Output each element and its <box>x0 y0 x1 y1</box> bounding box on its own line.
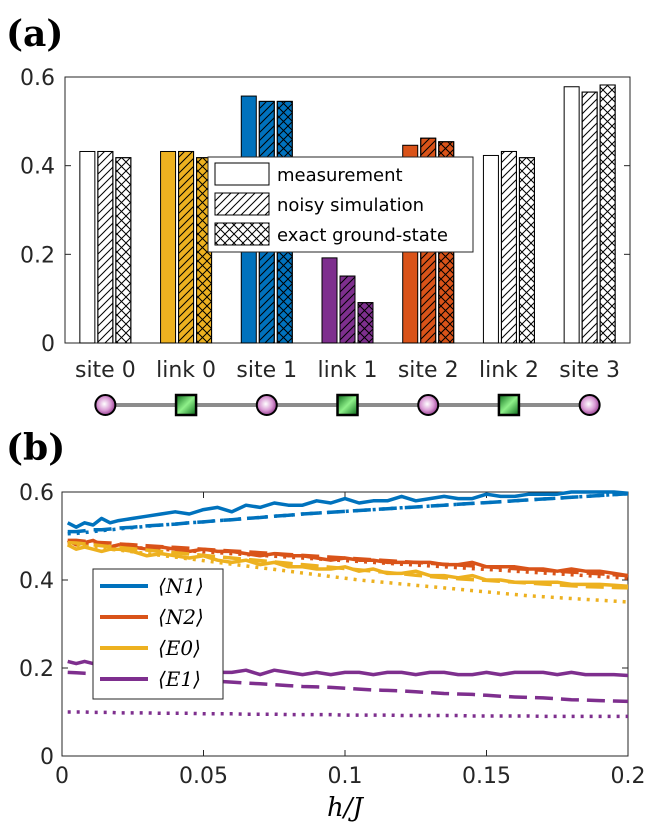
legend-label-2: ⟨E0⟩ <box>158 636 201 660</box>
legend-label-exact: exact ground-state <box>277 225 448 246</box>
lattice-link-marker <box>336 393 359 417</box>
series-1-noisy-line <box>67 538 629 578</box>
bar-none-0 <box>79 150 96 344</box>
legend-swatch-exact <box>214 222 270 246</box>
panel-b-legend: ⟨N1⟩ ⟨N2⟩ ⟨E0⟩ ⟨E1⟩ <box>92 568 224 700</box>
panel-b: (b) 0 0.2 0.4 0.6 0 0.05 0.1 0.15 0.2 ⟨N1⟩ ⟨N2⟩ ⟨E… <box>6 427 646 823</box>
legend-label-measurement: measurement <box>277 165 403 186</box>
bar-hatch-diagonal-0 <box>97 150 114 344</box>
x-tick-label: link 2 <box>479 358 539 383</box>
bar-hatch-diagonal-6 <box>581 91 598 344</box>
bar-hatch-diagonal-5 <box>500 150 517 344</box>
y-tick-label: 0 <box>41 332 55 357</box>
lattice-link-marker <box>174 393 198 417</box>
panel-b-ticks: 0 0.2 0.4 0.6 0 0.05 0.1 0.15 0.2 <box>19 481 646 789</box>
series-3-exact-line <box>67 710 628 719</box>
legend-label-1: ⟨N2⟩ <box>158 605 204 629</box>
series-0-noisy-line <box>67 492 629 534</box>
bar-none-6 <box>563 86 580 344</box>
legend-label-0: ⟨N1⟩ <box>158 574 204 598</box>
y-tick-label: 0.2 <box>20 243 55 268</box>
panel-b-label: (b) <box>6 427 65 469</box>
y-tick-label: 0.4 <box>19 569 54 594</box>
series-2-noisy-line <box>67 540 629 590</box>
x-axis-label: h/J <box>327 793 365 823</box>
y-tick-label: 0.2 <box>19 657 54 682</box>
legend-label-3: ⟨E1⟩ <box>158 667 201 691</box>
lattice-site-marker <box>255 394 278 416</box>
legend-swatch-measurement <box>214 162 270 186</box>
x-tick-label: 0.1 <box>328 764 363 789</box>
lattice-diagram <box>94 393 601 417</box>
bar-none-3 <box>321 257 338 344</box>
bar-none-5 <box>482 154 499 344</box>
bar-none-1 <box>160 150 177 344</box>
x-tick-label: site 1 <box>236 358 297 383</box>
panel-a-label: (a) <box>6 13 63 55</box>
x-tick-label: 0.05 <box>179 764 228 789</box>
lattice-site-marker <box>94 394 117 416</box>
legend-label-noisy: noisy simulation <box>277 195 424 216</box>
bar-hatch-diagonal-1 <box>178 150 195 344</box>
lattice-link-marker <box>497 393 521 417</box>
bar-hatch-crosshatch-0 <box>115 157 132 344</box>
bar-hatch-crosshatch-3 <box>357 302 374 344</box>
series-0-measurement-line <box>66 490 629 529</box>
bar-hatch-crosshatch-6 <box>599 84 616 344</box>
y-tick-label: 0.6 <box>19 481 54 506</box>
y-tick-label: 0 <box>40 745 54 770</box>
x-tick-label: 0.2 <box>611 764 646 789</box>
x-tick-label: link 0 <box>156 358 216 383</box>
x-tick-label: link 1 <box>318 358 378 383</box>
y-tick-label: 0.4 <box>20 155 55 180</box>
series-2-measurement-line <box>66 543 629 588</box>
panel-a-x-labels: site 0 link 0 site 1 link 1 site 2 link 2 site… <box>75 358 620 383</box>
lattice-site-marker <box>578 394 601 416</box>
y-tick-label: 0.6 <box>20 66 55 91</box>
x-tick-label: site 2 <box>398 358 459 383</box>
x-tick-label: site 0 <box>75 358 136 383</box>
lattice-site-marker <box>417 394 440 416</box>
panel-a-y-ticks: 0 0.2 0.4 0.6 <box>20 66 630 357</box>
bar-hatch-crosshatch-5 <box>518 157 535 344</box>
legend-swatch-noisy <box>214 192 270 216</box>
bar-hatch-diagonal-3 <box>339 275 356 344</box>
x-tick-label: 0 <box>55 764 69 789</box>
x-axis-label-text: h/J <box>327 793 365 823</box>
x-tick-label: 0.15 <box>462 764 511 789</box>
x-tick-label: site 3 <box>559 358 620 383</box>
series-1-measurement-line <box>66 538 629 578</box>
panel-a-legend: measurement noisy simulation exact groun… <box>207 156 474 253</box>
